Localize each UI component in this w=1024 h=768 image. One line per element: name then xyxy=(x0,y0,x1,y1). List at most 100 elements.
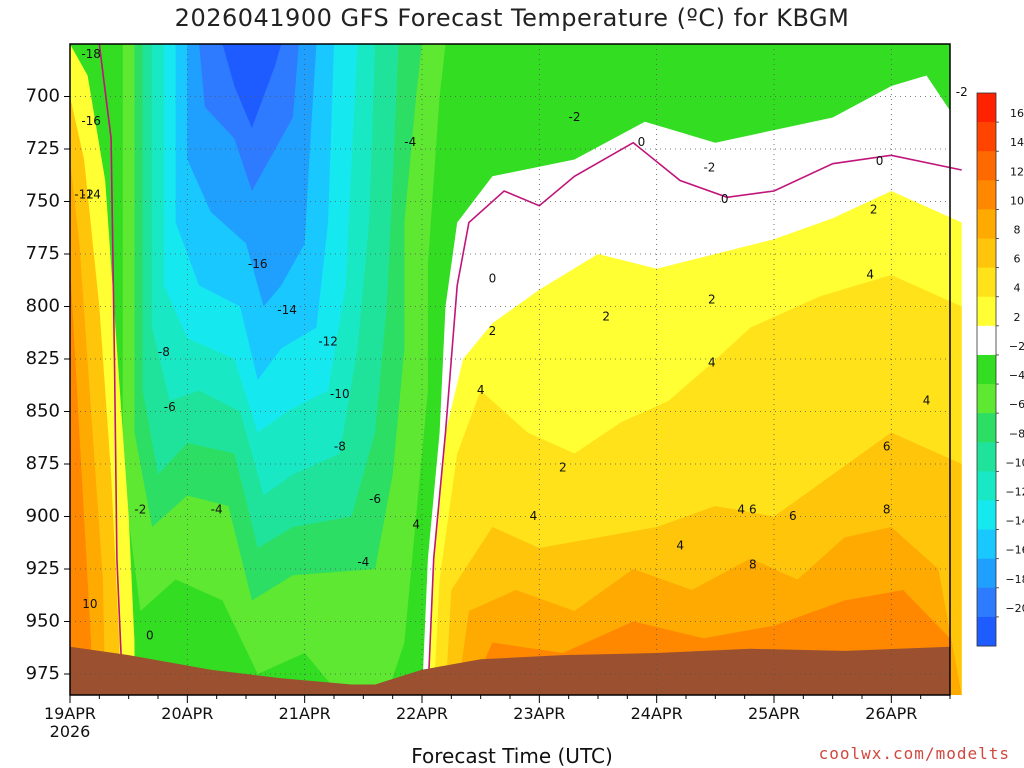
colorbar-tick-label: 4 xyxy=(1014,282,1021,295)
y-tick-label: 775 xyxy=(26,243,60,264)
x-tick-label: 23APR xyxy=(513,704,565,723)
contour-label: 6 xyxy=(883,440,891,454)
contour-label: 6 xyxy=(789,509,797,523)
colorbar-tick-label: 6 xyxy=(1014,253,1021,266)
temperature-cross-section-chart: -18-16-12-14-16-14-12-10-8-6-4-8-6-2 -4-4… xyxy=(26,43,1024,740)
contour-label: -4 xyxy=(404,135,416,149)
colorbar-tick-label: −14 xyxy=(1005,515,1024,528)
colorbar-tick-label: 10 xyxy=(1010,194,1024,207)
contour-label: -12 xyxy=(74,188,94,202)
contour-label: -6 xyxy=(369,492,381,506)
ground-surface xyxy=(70,646,950,695)
y-tick-label: 725 xyxy=(26,138,60,159)
y-tick-label: 875 xyxy=(26,453,60,474)
colorbar-swatch xyxy=(977,267,996,298)
y-tick-label: 925 xyxy=(26,558,60,579)
plot-area xyxy=(70,43,962,696)
colorbar-swatch xyxy=(977,151,996,181)
left-warm-pos10 xyxy=(70,264,92,695)
contour-label: 8 xyxy=(749,557,757,571)
colorbar-tick-label: 14 xyxy=(1010,136,1024,149)
colorbar-swatch xyxy=(977,471,996,501)
colorbar-tick-label: −2 xyxy=(1009,340,1024,353)
colorbar-swatch xyxy=(977,529,996,560)
contour-label: 2 xyxy=(870,202,878,216)
contour-label: 0 xyxy=(146,629,154,643)
colorbar-tick-label: 12 xyxy=(1010,165,1024,178)
contour-label: -6 xyxy=(164,400,176,414)
colorbar-swatch xyxy=(977,93,996,123)
y-tick-label: 700 xyxy=(26,86,60,107)
contour-label: -4 xyxy=(357,555,369,569)
colorbar-tick-label: −8 xyxy=(1009,427,1024,440)
contour-label: -2 xyxy=(134,503,146,517)
contour-label: 2 xyxy=(559,461,567,475)
contour-label: -2 xyxy=(956,85,968,99)
freezing-line-east xyxy=(427,141,962,696)
colorbar-swatch xyxy=(977,442,996,472)
colorbar-frame xyxy=(976,92,997,647)
colorbar-swatch xyxy=(977,296,996,327)
colorbar-tick-label: −6 xyxy=(1009,398,1024,411)
contour-label: -8 xyxy=(158,345,170,359)
freezing-line-west xyxy=(98,43,124,696)
contour-label: 0 xyxy=(876,154,884,168)
colorbar-tick-label: −12 xyxy=(1005,485,1024,498)
colorbar-swatch xyxy=(977,209,996,240)
contour-label: 4 xyxy=(737,503,745,517)
contour-label: -4 xyxy=(211,503,223,517)
contour-label: 2 xyxy=(708,293,716,307)
colorbar-tick-label: 2 xyxy=(1014,311,1021,324)
x-tick-label: 25APR xyxy=(748,704,800,723)
y-tick-label: 850 xyxy=(26,401,60,422)
colorbar-swatch xyxy=(977,384,996,414)
contour-label: 2 xyxy=(489,324,497,338)
x-axis-label: Forecast Time (UTC) xyxy=(411,744,613,768)
x-tick-label: 24APR xyxy=(631,704,683,723)
y-tick-label: 825 xyxy=(26,348,60,369)
contour-label: -12 xyxy=(318,335,338,349)
colorbar-swatch xyxy=(977,413,996,443)
x-tick-label: 26APR xyxy=(865,704,917,723)
contour-label: -2 xyxy=(569,110,581,124)
y-tick-label: 900 xyxy=(26,506,60,527)
contour-label: 10 xyxy=(82,597,97,611)
colorbar-tick-label: 8 xyxy=(1014,224,1021,237)
contour-label: 4 xyxy=(412,517,420,531)
contour-label: 2 xyxy=(602,310,610,324)
contour-label: 0 xyxy=(489,272,497,286)
contour-label: -8 xyxy=(334,440,346,454)
contour-label: 4 xyxy=(923,394,931,408)
colorbar-swatch xyxy=(977,122,996,152)
colorbar-tick-label: −20 xyxy=(1005,602,1024,615)
y-tick-label: 800 xyxy=(26,296,60,317)
x-tick-label: 21APR xyxy=(279,704,331,723)
colorbar-swatch xyxy=(977,354,996,385)
x-tick-label: 19APR xyxy=(44,704,96,723)
contour-label: -10 xyxy=(330,387,350,401)
contour-label: 4 xyxy=(676,538,684,552)
colorbar-tick-label: −4 xyxy=(1009,369,1024,382)
credit-link[interactable]: coolwx.com/modelts xyxy=(818,744,1010,763)
contour-label: 0 xyxy=(721,192,729,206)
contour-label: -16 xyxy=(248,257,268,271)
colorbar-swatch xyxy=(977,558,996,589)
colorbar-swatch xyxy=(977,325,996,356)
colorbar-swatch xyxy=(977,180,996,210)
x-year-label: 2026 xyxy=(50,722,91,740)
grid xyxy=(69,44,950,695)
x-tick-label: 22APR xyxy=(396,704,448,723)
colorbar-swatch xyxy=(977,616,996,647)
y-tick-label: 750 xyxy=(26,191,60,212)
contour-label: 4 xyxy=(530,509,538,523)
contour-label: 0 xyxy=(638,135,646,149)
y-tick-label: 975 xyxy=(26,663,60,684)
contour-label: 6 xyxy=(749,503,757,517)
colorbar-tick-label: −10 xyxy=(1005,456,1024,469)
x-tick-label: 20APR xyxy=(161,704,213,723)
colorbar-swatch xyxy=(977,587,996,618)
colorbar-tick-label: −18 xyxy=(1005,573,1024,586)
contour-labels: -18-16-12-14-16-14-12-10-8-6-4-8-6-2 -4-4… xyxy=(74,47,967,643)
contour-label: -18 xyxy=(81,47,101,61)
colorbar-tick-label: −16 xyxy=(1005,544,1024,557)
